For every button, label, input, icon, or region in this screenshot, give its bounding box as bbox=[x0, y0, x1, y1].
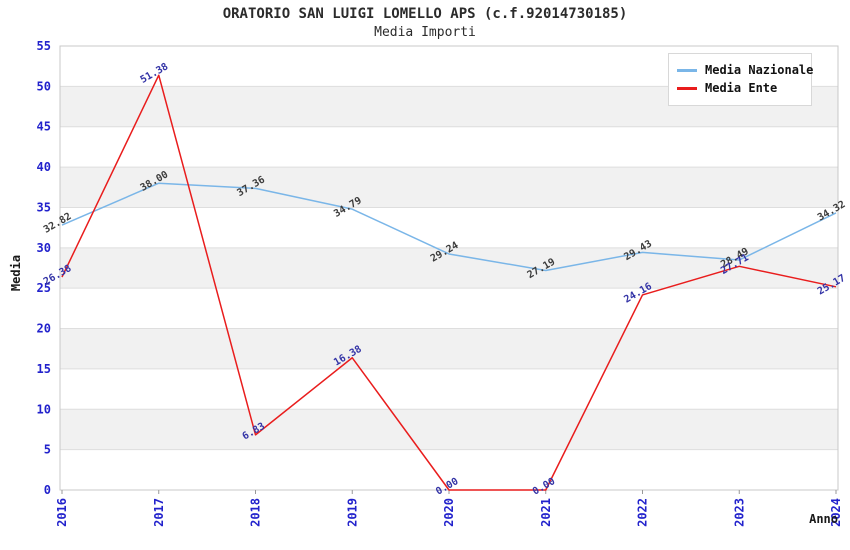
chart-line-media-nazionale bbox=[61, 182, 837, 272]
x-tick-label: 2020 bbox=[442, 498, 456, 527]
plot-band bbox=[60, 409, 838, 450]
x-tick-label: 2019 bbox=[345, 498, 359, 527]
data-label: 51.38 bbox=[139, 61, 171, 86]
chart-subtitle: Media Importi bbox=[374, 25, 476, 40]
legend-line-swatch-ente bbox=[677, 86, 697, 90]
y-tick-label: 25 bbox=[37, 281, 51, 295]
plot-band bbox=[60, 167, 838, 208]
x-tick-label: 2023 bbox=[732, 498, 746, 527]
y-tick-label: 40 bbox=[37, 160, 51, 174]
legend-line-swatch-nazionale bbox=[677, 68, 697, 72]
y-tick-label: 55 bbox=[37, 39, 51, 53]
legend-item-media-ente: Media Ente bbox=[677, 79, 803, 97]
x-tick-label: 2024 bbox=[829, 498, 843, 527]
x-axis-title: Anno bbox=[809, 512, 838, 526]
x-tick-label: 2018 bbox=[249, 498, 263, 527]
y-tick-label: 50 bbox=[37, 79, 51, 93]
chart-line-media-ente bbox=[61, 74, 837, 491]
y-tick-label: 45 bbox=[37, 120, 51, 134]
y-tick-label: 5 bbox=[44, 443, 51, 457]
y-tick-label: 0 bbox=[44, 483, 51, 497]
legend-label-media-nazionale: Media Nazionale bbox=[705, 63, 814, 77]
chart-title: ORATORIO SAN LUIGI LOMELLO APS (c.f.9201… bbox=[222, 6, 628, 22]
y-tick-label: 10 bbox=[37, 402, 51, 416]
x-tick-label: 2017 bbox=[152, 498, 166, 527]
y-tick-label: 30 bbox=[37, 241, 51, 255]
data-label: 32.82 bbox=[42, 211, 74, 236]
y-tick-label: 20 bbox=[37, 322, 51, 336]
data-label: 0.00 bbox=[531, 476, 557, 498]
y-tick-label: 15 bbox=[37, 362, 51, 376]
legend-item-media-nazionale: Media Nazionale bbox=[677, 61, 813, 79]
x-tick-label: 2016 bbox=[55, 498, 69, 527]
x-tick-label: 2022 bbox=[636, 498, 650, 527]
y-tick-label: 35 bbox=[37, 200, 51, 214]
data-label: 0.00 bbox=[434, 476, 460, 498]
legend: Media Nazionale Media Ente bbox=[668, 53, 813, 106]
plot-band bbox=[60, 328, 838, 369]
y-axis-title: Media bbox=[9, 254, 23, 292]
legend-label-media-ente: Media Ente bbox=[705, 81, 778, 95]
x-tick-label: 2021 bbox=[539, 498, 553, 527]
